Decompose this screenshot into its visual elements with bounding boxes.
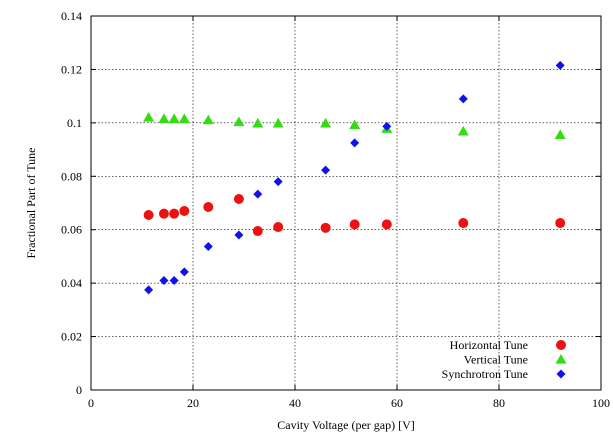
plot-frame <box>90 15 602 391</box>
horizontal-tune-point <box>252 226 263 237</box>
synchrotron-tune-point <box>382 121 392 131</box>
synchrotron-tune-point <box>273 177 283 187</box>
data-points <box>143 60 566 295</box>
y-tick-label: 0.04 <box>61 276 82 290</box>
synchrotron-tune-point <box>555 60 565 70</box>
vertical-tune-point <box>252 117 264 128</box>
horizontal-tune-point <box>273 222 284 233</box>
legend-label-horizontal-tune: Horizontal Tune <box>450 338 528 352</box>
x-tick-labels: 0 20 40 60 80 100 <box>88 396 610 410</box>
vertical-tune-point <box>320 117 332 128</box>
synchrotron-tune-point <box>179 267 189 277</box>
horizontal-tune-point <box>203 202 214 213</box>
synchrotron-tune-point <box>144 285 154 295</box>
vertical-tune-point <box>143 112 155 122</box>
vertical-tune-point <box>158 113 170 123</box>
y-tick-label: 0.14 <box>61 9 82 23</box>
synchrotron-tune-point <box>253 189 263 199</box>
x-tick-label: 80 <box>493 396 505 410</box>
horizontal-tune-point <box>555 218 566 229</box>
legend-marker-horizontal-tune <box>556 340 566 350</box>
x-tick-label: 20 <box>187 396 199 410</box>
y-tick-label: 0.12 <box>61 62 82 76</box>
horizontal-tune-point <box>320 222 331 233</box>
horizontal-tune-point <box>179 206 190 217</box>
legend-markers <box>555 340 567 379</box>
horizontal-tune-point <box>381 219 392 230</box>
legend-label-synchrotron-tune: Synchrotron Tune <box>442 367 528 381</box>
vertical-tune-point <box>202 114 214 125</box>
synchrotron-tune-point <box>234 230 244 240</box>
y-axis-label: Fractional Part of Tune <box>24 148 38 259</box>
y-tick-label: 0.02 <box>61 330 82 344</box>
synchrotron-tune-point <box>169 275 179 285</box>
horizontal-tune-point <box>458 218 469 229</box>
legend-marker-vertical-tune <box>555 354 567 364</box>
horizontal-tune-point <box>143 210 154 221</box>
x-axis-label: Cavity Voltage (per gap) [V] <box>277 418 415 432</box>
vertical-tune-point <box>349 119 361 130</box>
synchrotron-tune-point <box>203 242 213 252</box>
x-tick-label: 100 <box>592 396 610 410</box>
synchrotron-tune-point <box>321 165 331 175</box>
vertical-tune-point <box>554 129 566 140</box>
y-tick-label: 0.06 <box>61 223 82 237</box>
vertical-tune-point <box>233 116 245 127</box>
y-tick-labels: 0 0.02 0.04 0.06 0.08 0.1 0.12 0.14 <box>61 9 82 397</box>
vertical-tune-point <box>457 125 469 136</box>
x-tick-label: 60 <box>391 396 403 410</box>
x-tick-label: 0 <box>88 396 94 410</box>
axis-ticks <box>90 15 602 391</box>
x-tick-label: 40 <box>289 396 301 410</box>
vertical-tune-point <box>272 117 284 128</box>
horizontal-tune-point <box>233 193 244 204</box>
legend-marker-synchrotron-tune <box>556 369 566 379</box>
y-tick-label: 0.08 <box>61 169 82 183</box>
vertical-tune-point <box>168 113 180 123</box>
synchrotron-tune-point <box>159 275 169 285</box>
synchrotron-tune-point <box>350 138 360 148</box>
grid <box>91 16 601 390</box>
vertical-tune-point <box>178 113 190 123</box>
y-tick-label: 0.1 <box>67 116 82 130</box>
horizontal-tune-point <box>349 219 360 230</box>
legend: Horizontal Tune Vertical Tune Synchrotro… <box>442 338 567 381</box>
y-tick-label: 0 <box>76 383 82 397</box>
horizontal-tune-point <box>169 208 180 219</box>
legend-label-vertical-tune: Vertical Tune <box>464 353 528 367</box>
horizontal-tune-point <box>158 208 169 219</box>
synchrotron-tune-point <box>458 94 468 104</box>
